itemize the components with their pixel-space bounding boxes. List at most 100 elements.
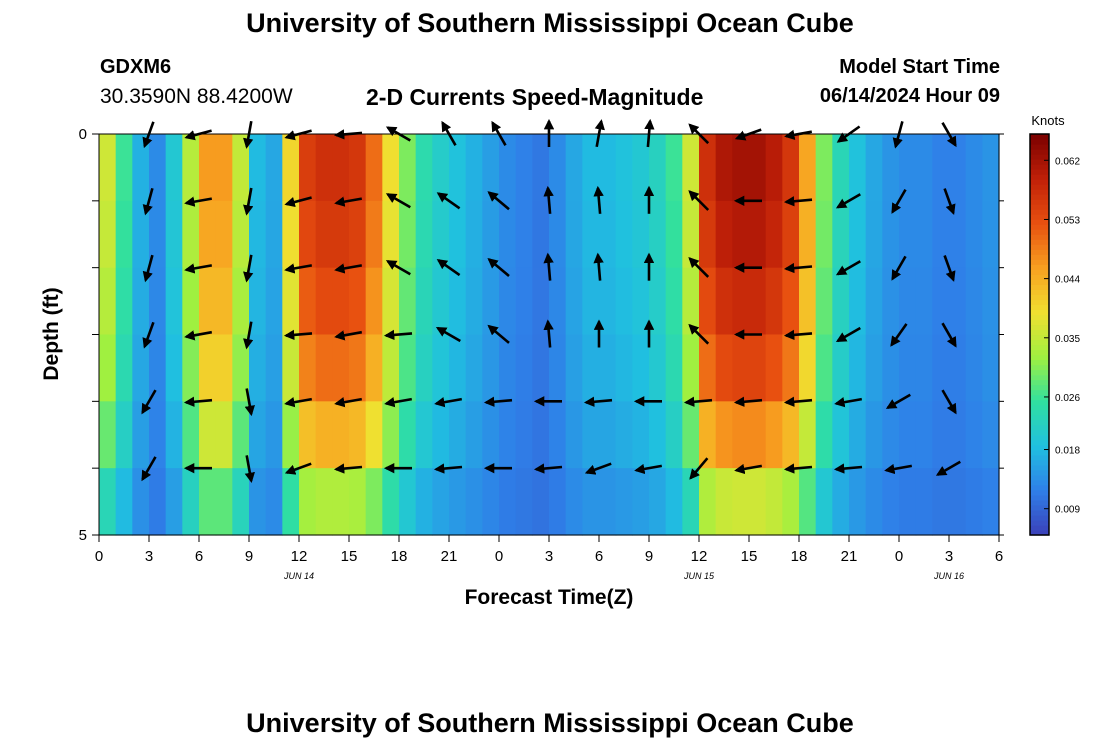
heatmap-cell [515,468,533,536]
heatmap-cell [749,200,767,269]
heatmap-cell [432,200,450,269]
heatmap-cell [299,468,317,536]
heatmap-cell [899,134,917,202]
colorbar-segment [1030,319,1049,326]
heatmap-cell [599,334,617,402]
current-vector-arrow [891,255,907,281]
heatmap-cell [265,468,283,536]
heatmap-cell [949,134,967,202]
heatmap-cell [332,267,350,336]
heatmap-cell [965,200,983,269]
current-vector-arrow [593,252,604,281]
heatmap-cell [615,401,633,469]
heatmap-cell [899,334,917,402]
current-vector-arrow [334,397,363,408]
current-vector-arrow [884,463,913,475]
heatmap-cell [249,200,267,269]
heatmap-cell [915,334,933,402]
heatmap-cell [615,267,633,336]
colorbar-segment [1030,369,1049,376]
heatmap-cell [882,200,900,269]
current-vector-arrow [783,329,813,341]
heatmap-cell [132,134,150,202]
heatmap-cell [615,134,633,202]
heatmap-cell [949,401,967,469]
heatmap-cell [415,134,433,202]
heatmap-cell [349,134,367,202]
heatmap-cell [149,334,167,402]
heatmap-cell [899,200,917,269]
current-vector-arrow [543,319,554,348]
heatmap-cell [515,334,533,402]
current-vector-arrows [141,118,961,484]
heatmap-cell [165,134,183,202]
heatmap-cell [449,134,467,202]
colorbar-segment [1030,294,1049,301]
colorbar-segment [1030,354,1049,361]
current-vector-arrow [184,263,213,274]
colorbar-segment [1030,414,1049,421]
heatmap-cell [465,134,483,202]
heatmap-cell [632,334,650,402]
colorbar-segment [1030,139,1049,145]
heatmap-cell [232,267,250,336]
heatmap-cell [432,468,450,536]
colorbar-segment [1030,389,1049,396]
colorbar-segment [1030,419,1049,426]
heatmap-cell [765,334,783,402]
current-vector-arrow [935,460,961,476]
heatmap-cell [415,401,433,469]
current-vector-arrow [834,397,863,408]
heatmap-cell [565,334,583,402]
heatmap-cell [715,134,733,202]
heatmap-cell [932,401,950,469]
colorbar-segment [1030,299,1049,306]
heatmap-cell [115,334,133,402]
heatmap-cell [965,401,983,469]
colorbar-segment [1030,279,1049,285]
heatmap-cell [782,334,800,402]
heatmap-cell [249,401,267,469]
heatmap-cell [232,200,250,269]
heatmap-cell [649,334,667,402]
heatmap-cell [632,401,650,469]
heatmap-cell [465,401,483,469]
current-vector-arrow [384,397,413,408]
colorbar-tick-label: 0.009 [1055,505,1080,516]
current-vector-arrow [783,196,813,207]
heatmap-cell [382,401,400,469]
heatmap-cell [765,267,783,336]
heatmap-cell [282,401,300,469]
heatmap-cell [349,267,367,336]
x-tick-label: 6 [595,548,603,565]
heatmap-cell [265,334,283,402]
current-vector-arrow [435,326,461,343]
heatmap-cell [399,334,417,402]
heatmap-cell [432,134,450,202]
heatmap-cell [265,200,283,269]
heatmap-cell [582,334,600,402]
x-date-label: JUN 16 [933,571,964,581]
colorbar-segment [1030,194,1049,200]
heatmap-cell [932,200,950,269]
heatmap-cell [315,334,333,402]
colorbar-segment [1030,339,1049,346]
heatmap-cell [549,200,567,269]
heatmap-cell [649,200,667,269]
heatmap-cell [99,200,117,269]
current-vector-arrow [434,397,463,408]
heatmap-cell [432,267,450,336]
heatmap-cell [682,200,700,269]
model-start-label: Model Start Time [839,56,1000,78]
heatmap-cell [965,334,983,402]
colorbar-segment [1030,244,1049,250]
heatmap-cells [99,134,1000,536]
current-vector-arrow [943,188,956,215]
heatmap-cell [232,401,250,469]
heatmap-cell [599,267,617,336]
heatmap-cell [899,468,917,536]
current-vector-arrow [835,326,861,343]
chart-subtitle: 2-D Currents Speed-Magnitude [366,84,704,110]
heatmap-cell [282,468,300,536]
heatmap-cell [865,468,883,536]
